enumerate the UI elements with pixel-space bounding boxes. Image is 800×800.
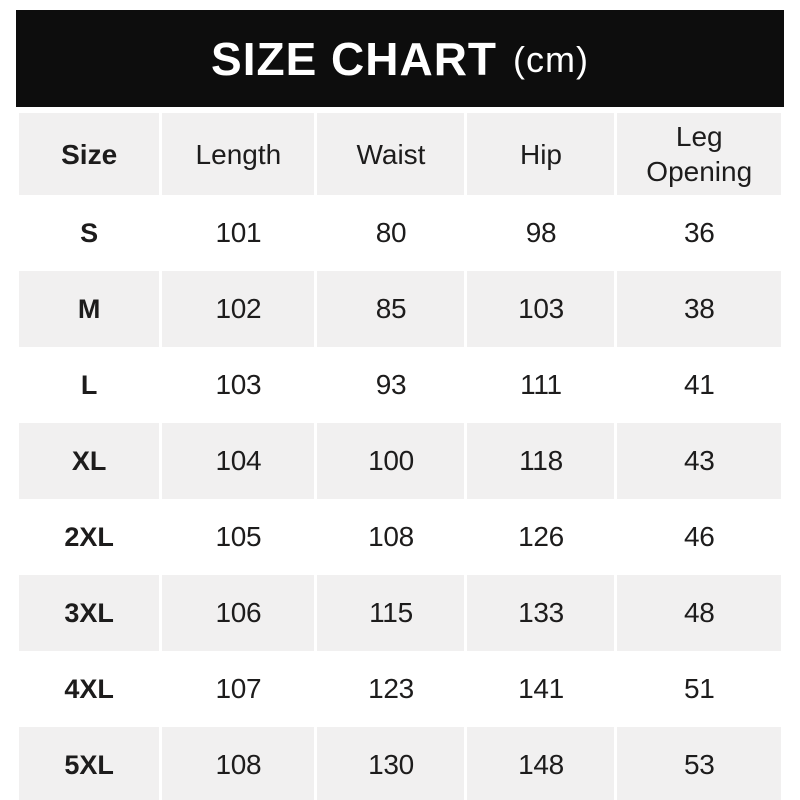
- column-header-leg-opening: Leg Opening: [617, 113, 781, 195]
- cell-leg-opening: 53: [617, 727, 781, 800]
- cell-size: 2XL: [19, 499, 160, 575]
- cell-leg-opening: 36: [617, 195, 781, 271]
- table-row-5xl: 5XL 108 130 148 53: [19, 727, 781, 800]
- table-row-2xl: 2XL 105 108 126 46: [19, 499, 781, 575]
- cell-waist: 100: [317, 423, 465, 499]
- cell-hip: 126: [467, 499, 615, 575]
- cell-hip: 98: [467, 195, 615, 271]
- cell-size: 4XL: [19, 651, 160, 727]
- size-chart-page: SIZE CHART (cm) Size Length Waist Hip Le…: [0, 10, 800, 800]
- cell-size: M: [19, 271, 160, 347]
- cell-waist: 80: [317, 195, 465, 271]
- cell-size: 3XL: [19, 575, 160, 651]
- cell-size: L: [19, 347, 160, 423]
- column-header-size: Size: [19, 113, 160, 195]
- cell-leg-opening: 38: [617, 271, 781, 347]
- header-row: Size Length Waist Hip Leg Opening: [19, 113, 781, 195]
- cell-length: 102: [162, 271, 315, 347]
- cell-hip: 141: [467, 651, 615, 727]
- size-chart-banner: SIZE CHART (cm): [16, 10, 784, 107]
- table-row-xl: XL 104 100 118 43: [19, 423, 781, 499]
- table-row-4xl: 4XL 107 123 141 51: [19, 651, 781, 727]
- cell-size: XL: [19, 423, 160, 499]
- cell-length: 106: [162, 575, 315, 651]
- size-chart-unit: (cm): [513, 38, 589, 80]
- cell-waist: 130: [317, 727, 465, 800]
- cell-length: 101: [162, 195, 315, 271]
- cell-waist: 85: [317, 271, 465, 347]
- table-row-3xl: 3XL 106 115 133 48: [19, 575, 781, 651]
- cell-waist: 108: [317, 499, 465, 575]
- cell-waist: 115: [317, 575, 465, 651]
- size-chart-title: SIZE CHART: [211, 32, 498, 85]
- cell-length: 107: [162, 651, 315, 727]
- cell-length: 108: [162, 727, 315, 800]
- cell-size: S: [19, 195, 160, 271]
- cell-waist: 123: [317, 651, 465, 727]
- size-chart-table: Size Length Waist Hip Leg Opening S 101 …: [16, 113, 784, 800]
- cell-leg-opening: 41: [617, 347, 781, 423]
- cell-leg-opening: 51: [617, 651, 781, 727]
- cell-length: 104: [162, 423, 315, 499]
- cell-leg-opening: 48: [617, 575, 781, 651]
- cell-length: 103: [162, 347, 315, 423]
- table-row-m: M 102 85 103 38: [19, 271, 781, 347]
- column-header-hip: Hip: [467, 113, 615, 195]
- cell-hip: 148: [467, 727, 615, 800]
- cell-size: 5XL: [19, 727, 160, 800]
- table-row-s: S 101 80 98 36: [19, 195, 781, 271]
- cell-hip: 118: [467, 423, 615, 499]
- cell-hip: 133: [467, 575, 615, 651]
- cell-leg-opening: 43: [617, 423, 781, 499]
- column-header-length: Length: [162, 113, 315, 195]
- cell-waist: 93: [317, 347, 465, 423]
- table-row-l: L 103 93 111 41: [19, 347, 781, 423]
- cell-leg-opening: 46: [617, 499, 781, 575]
- cell-length: 105: [162, 499, 315, 575]
- column-header-waist: Waist: [317, 113, 465, 195]
- cell-hip: 103: [467, 271, 615, 347]
- cell-hip: 111: [467, 347, 615, 423]
